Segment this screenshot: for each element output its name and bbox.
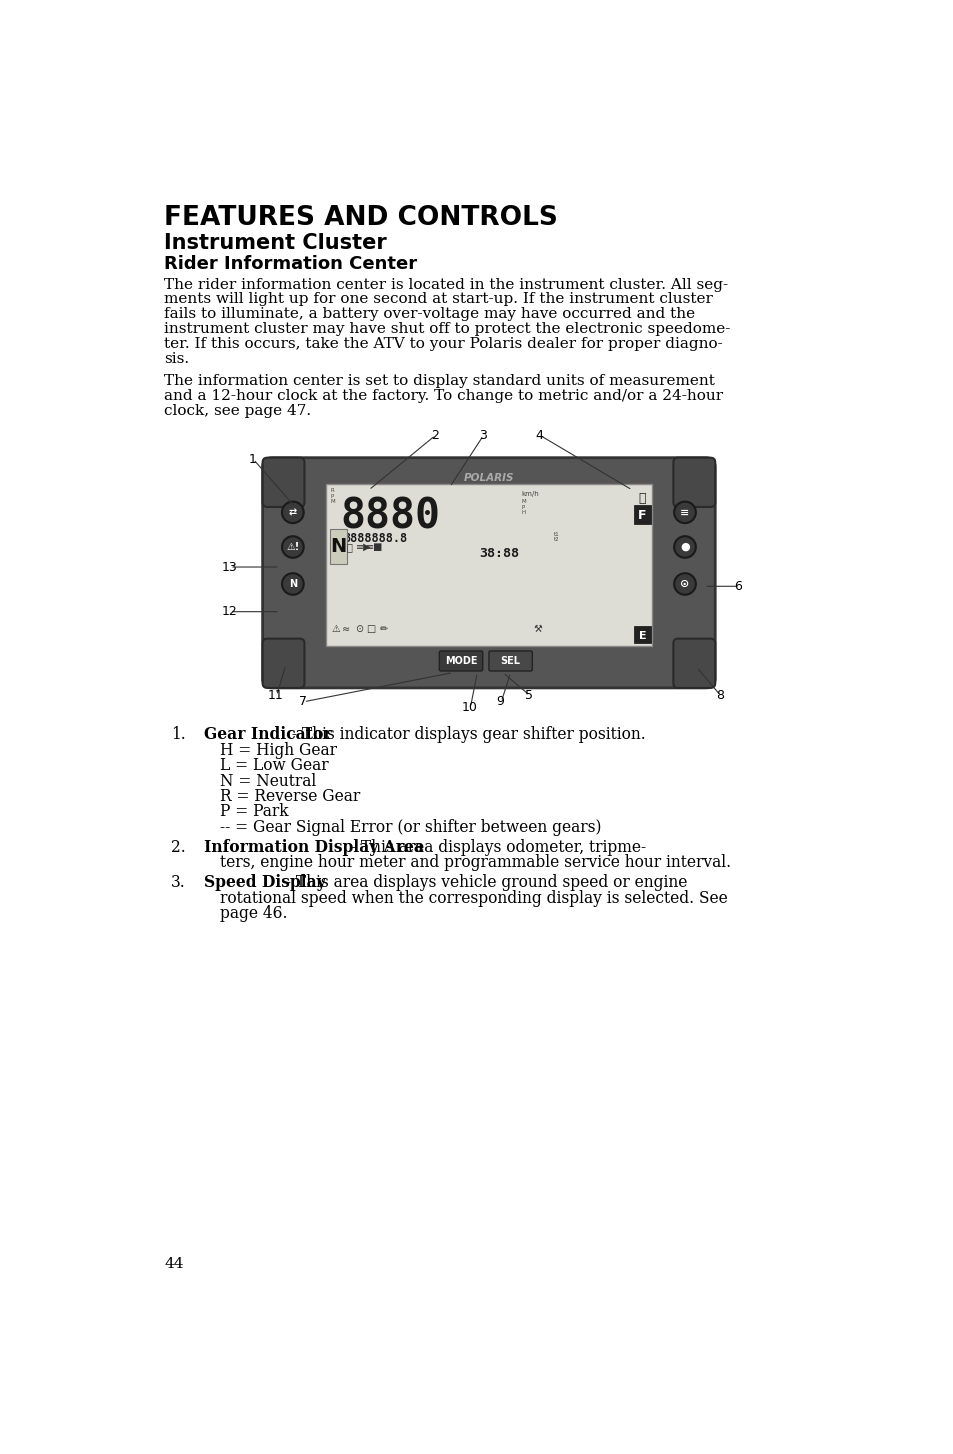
Circle shape xyxy=(674,573,695,595)
Text: 8880: 8880 xyxy=(340,496,439,537)
Text: 7: 7 xyxy=(298,695,307,708)
Text: - This area displays odometer, tripme-: - This area displays odometer, tripme- xyxy=(346,839,645,856)
Text: 1.: 1. xyxy=(171,727,186,743)
Text: 6: 6 xyxy=(734,580,741,593)
Circle shape xyxy=(674,502,695,523)
Text: - This indicator displays gear shifter position.: - This indicator displays gear shifter p… xyxy=(287,727,645,743)
Text: ⛳: ⛳ xyxy=(346,542,352,553)
Text: ●: ● xyxy=(679,542,689,553)
Text: E: E xyxy=(638,631,645,641)
Text: POLARIS: POLARIS xyxy=(463,474,514,484)
Text: □: □ xyxy=(366,624,375,634)
Text: P = Park: P = Park xyxy=(220,804,289,820)
Text: Information Display Area: Information Display Area xyxy=(204,839,424,856)
Text: and a 12-hour clock at the factory. To change to metric and/or a 24-hour: and a 12-hour clock at the factory. To c… xyxy=(164,388,722,403)
Text: 44: 44 xyxy=(164,1256,184,1271)
Text: 2.: 2. xyxy=(171,839,186,856)
Text: M
P
H: M P H xyxy=(521,499,525,515)
Text: ⛽: ⛽ xyxy=(638,491,645,505)
Text: 8888888.8: 8888888.8 xyxy=(343,532,407,545)
Text: ters, engine hour meter and programmable service hour interval.: ters, engine hour meter and programmable… xyxy=(220,855,730,871)
FancyBboxPatch shape xyxy=(673,458,715,507)
Text: N: N xyxy=(330,537,346,555)
Text: ≡: ≡ xyxy=(679,507,689,518)
Text: 12: 12 xyxy=(221,605,237,618)
Text: The rider information center is located in the instrument cluster. All seg-: The rider information center is located … xyxy=(164,278,727,292)
Text: 2: 2 xyxy=(431,429,438,442)
Text: Gear Indicator: Gear Indicator xyxy=(204,727,332,743)
Text: sis.: sis. xyxy=(164,352,189,365)
Text: R
P
M: R P M xyxy=(331,489,335,505)
Text: Instrument Cluster: Instrument Cluster xyxy=(164,233,387,253)
FancyBboxPatch shape xyxy=(262,458,304,507)
Text: instrument cluster may have shut off to protect the electronic speedome-: instrument cluster may have shut off to … xyxy=(164,321,730,336)
Text: 13: 13 xyxy=(221,561,237,573)
Text: SEL: SEL xyxy=(500,656,520,666)
Text: 11: 11 xyxy=(268,689,283,702)
FancyBboxPatch shape xyxy=(262,458,715,688)
Circle shape xyxy=(282,537,303,558)
Text: ⊙: ⊙ xyxy=(679,579,689,589)
Text: ⚒: ⚒ xyxy=(533,624,541,634)
FancyBboxPatch shape xyxy=(488,651,532,670)
Text: ⇄: ⇄ xyxy=(289,507,296,518)
Text: FEATURES AND CONTROLS: FEATURES AND CONTROLS xyxy=(164,205,558,231)
Text: ments will light up for one second at start-up. If the instrument cluster: ments will light up for one second at st… xyxy=(164,292,712,307)
Text: N: N xyxy=(289,579,296,589)
FancyBboxPatch shape xyxy=(673,638,715,688)
Text: 8: 8 xyxy=(715,689,723,702)
Circle shape xyxy=(282,573,303,595)
Text: ⊙: ⊙ xyxy=(355,624,362,634)
Text: ≡■: ≡■ xyxy=(365,542,382,553)
Text: fails to illuminate, a battery over-voltage may have occurred and the: fails to illuminate, a battery over-volt… xyxy=(164,307,695,321)
Text: - This area displays vehicle ground speed or engine: - This area displays vehicle ground spee… xyxy=(281,874,687,891)
Text: ✏: ✏ xyxy=(380,624,388,634)
Text: H = High Gear: H = High Gear xyxy=(220,742,336,759)
FancyBboxPatch shape xyxy=(262,638,304,688)
Text: page 46.: page 46. xyxy=(220,904,287,922)
Text: Rider Information Center: Rider Information Center xyxy=(164,254,416,272)
Bar xyxy=(633,506,650,523)
FancyBboxPatch shape xyxy=(439,651,482,670)
Text: 38:88: 38:88 xyxy=(478,547,518,560)
Text: Speed Display: Speed Display xyxy=(204,874,326,891)
Bar xyxy=(330,528,347,564)
Text: MODE: MODE xyxy=(444,656,476,666)
Text: 4: 4 xyxy=(535,429,542,442)
Bar xyxy=(633,627,650,643)
Text: t1
t2: t1 t2 xyxy=(554,532,559,542)
Text: ⚠!: ⚠! xyxy=(286,542,299,553)
Text: ≡▶: ≡▶ xyxy=(355,542,371,553)
Text: km/h: km/h xyxy=(521,491,538,497)
Text: ⚠: ⚠ xyxy=(331,624,339,634)
Text: N = Neutral: N = Neutral xyxy=(220,772,315,790)
Text: rotational speed when the corresponding display is selected. See: rotational speed when the corresponding … xyxy=(220,890,727,907)
Text: ter. If this occurs, take the ATV to your Polaris dealer for proper diagno-: ter. If this occurs, take the ATV to you… xyxy=(164,337,722,350)
Text: SRV
ODO: SRV ODO xyxy=(329,528,342,539)
Text: The information center is set to display standard units of measurement: The information center is set to display… xyxy=(164,374,715,388)
Text: 5: 5 xyxy=(525,689,533,702)
Text: 3.: 3. xyxy=(171,874,186,891)
Text: -- = Gear Signal Error (or shifter between gears): -- = Gear Signal Error (or shifter betwe… xyxy=(220,819,601,836)
Text: L = Low Gear: L = Low Gear xyxy=(220,758,328,774)
Text: clock, see page 47.: clock, see page 47. xyxy=(164,404,311,417)
Text: 9: 9 xyxy=(497,695,504,708)
Text: 10: 10 xyxy=(461,701,477,714)
Text: 3: 3 xyxy=(478,429,486,442)
Bar xyxy=(326,484,651,647)
Text: ≈: ≈ xyxy=(342,624,350,634)
Text: R = Reverse Gear: R = Reverse Gear xyxy=(220,788,360,806)
Circle shape xyxy=(674,537,695,558)
Text: 1: 1 xyxy=(249,452,256,465)
Circle shape xyxy=(282,502,303,523)
Text: F: F xyxy=(638,509,646,522)
